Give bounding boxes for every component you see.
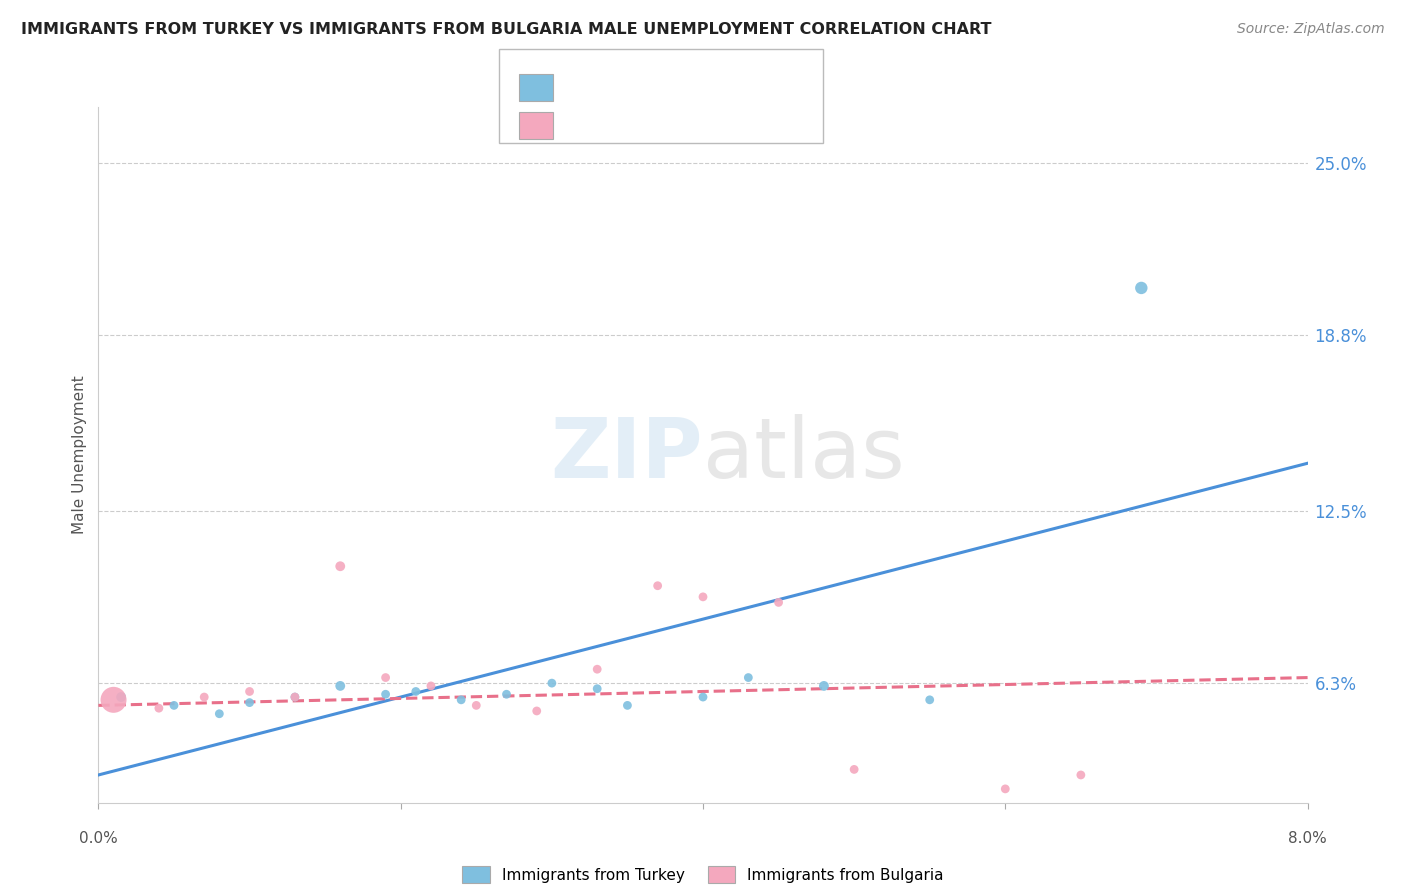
- Text: R =  0.486   N = 18: R = 0.486 N = 18: [560, 78, 735, 96]
- Point: [148, 701, 170, 715]
- Point: [1070, 768, 1092, 782]
- Point: [918, 693, 941, 707]
- Point: [110, 690, 132, 704]
- Text: R =  0.163   N = 17: R = 0.163 N = 17: [560, 117, 735, 135]
- Legend: Immigrants from Turkey, Immigrants from Bulgaria: Immigrants from Turkey, Immigrants from …: [456, 860, 950, 889]
- Y-axis label: Male Unemployment: Male Unemployment: [72, 376, 87, 534]
- Point: [737, 671, 759, 685]
- Point: [284, 690, 307, 704]
- Point: [208, 706, 231, 721]
- Point: [405, 684, 427, 698]
- Point: [586, 681, 609, 696]
- Point: [329, 679, 352, 693]
- Point: [284, 690, 307, 704]
- Point: [1130, 281, 1153, 295]
- Point: [813, 679, 835, 693]
- Point: [420, 679, 443, 693]
- Point: [692, 590, 714, 604]
- Point: [692, 690, 714, 704]
- Point: [768, 595, 790, 609]
- Point: [495, 687, 517, 701]
- Point: [163, 698, 186, 713]
- Point: [193, 690, 215, 704]
- Point: [586, 662, 609, 676]
- Point: [450, 693, 472, 707]
- Text: IMMIGRANTS FROM TURKEY VS IMMIGRANTS FROM BULGARIA MALE UNEMPLOYMENT CORRELATION: IMMIGRANTS FROM TURKEY VS IMMIGRANTS FRO…: [21, 22, 991, 37]
- Point: [103, 693, 125, 707]
- Point: [329, 559, 352, 574]
- Text: ZIP: ZIP: [551, 415, 703, 495]
- Point: [541, 676, 564, 690]
- Point: [239, 696, 262, 710]
- Point: [844, 763, 866, 777]
- Point: [647, 579, 669, 593]
- Text: atlas: atlas: [703, 415, 904, 495]
- Point: [526, 704, 548, 718]
- Point: [374, 687, 396, 701]
- Point: [994, 781, 1017, 796]
- Point: [616, 698, 638, 713]
- Text: 0.0%: 0.0%: [79, 831, 118, 846]
- Text: 8.0%: 8.0%: [1288, 831, 1327, 846]
- Point: [239, 684, 262, 698]
- Text: Source: ZipAtlas.com: Source: ZipAtlas.com: [1237, 22, 1385, 37]
- Point: [465, 698, 488, 713]
- Point: [374, 671, 396, 685]
